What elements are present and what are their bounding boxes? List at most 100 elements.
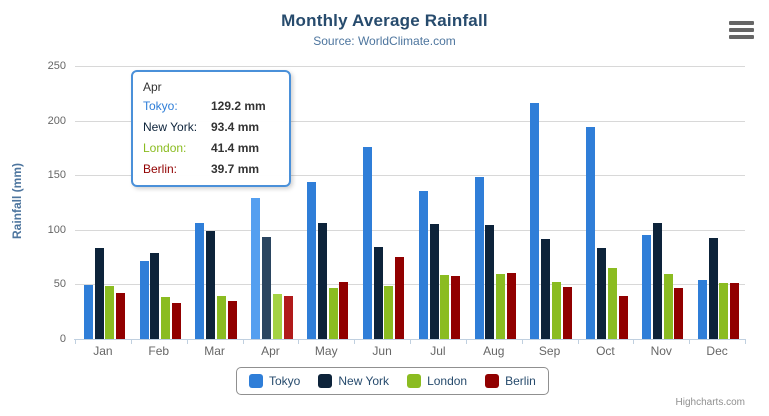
bar-tokyo-aug[interactable]: [474, 177, 484, 339]
chart-title: Monthly Average Rainfall: [281, 11, 488, 30]
x-axis-label: Sep: [538, 344, 561, 358]
bar-berlin-aug[interactable]: [506, 273, 516, 339]
x-axis-tick: [633, 340, 634, 344]
bar-tokyo-mar[interactable]: [195, 223, 205, 339]
bar-berlin-may[interactable]: [339, 282, 349, 339]
export-menu-button[interactable]: [729, 21, 754, 39]
bar-london-nov[interactable]: [663, 274, 673, 339]
bar-berlin-nov[interactable]: [674, 288, 684, 339]
y-axis-label: 150: [47, 169, 66, 182]
x-axis-tick: [578, 340, 579, 344]
x-axis-label: Apr: [261, 344, 280, 358]
x-axis-tick: [298, 340, 299, 344]
bar-tokyo-nov[interactable]: [642, 235, 652, 339]
bar-new-york-dec[interactable]: [708, 238, 718, 339]
bar-london-jan[interactable]: [105, 286, 115, 339]
bar-new-york-feb[interactable]: [150, 253, 160, 339]
bar-new-york-nov[interactable]: [652, 223, 662, 339]
legend-item-london[interactable]: London: [407, 374, 467, 388]
tooltip-series-value: 39.7 mm: [211, 162, 260, 176]
legend-item-berlin[interactable]: Berlin: [485, 374, 536, 388]
tooltip-series-value: 41.4 mm: [211, 141, 260, 155]
bar-london-oct[interactable]: [607, 268, 617, 339]
hamburger-menu-icon: [729, 35, 754, 39]
x-axis-label: Jun: [372, 344, 392, 358]
legend-swatch: [318, 374, 333, 388]
y-gridline: [75, 229, 745, 231]
y-axis-title: Rainfall (mm): [10, 162, 24, 240]
x-axis-label: Oct: [596, 344, 615, 358]
bar-new-york-mar[interactable]: [206, 231, 216, 339]
bar-london-may[interactable]: [328, 288, 338, 339]
bar-new-york-jan[interactable]: [94, 248, 104, 339]
legend-item-tokyo[interactable]: Tokyo: [249, 374, 300, 388]
bar-tokyo-dec[interactable]: [697, 280, 707, 339]
highcharts-credits-link[interactable]: Highcharts.com: [675, 397, 745, 408]
tooltip-series-label: London:: [143, 141, 187, 155]
legend-swatch: [249, 374, 263, 388]
y-axis-label: 200: [47, 114, 66, 127]
x-axis-tick: [243, 340, 244, 344]
tooltip-series-label: Berlin:: [143, 162, 178, 176]
x-axis-label: Nov: [650, 344, 672, 358]
x-axis-tick: [466, 340, 467, 344]
y-axis-label: 100: [47, 223, 66, 236]
x-axis-tick: [745, 340, 746, 344]
bar-london-sep[interactable]: [551, 282, 561, 339]
x-axis-label: Jul: [430, 344, 446, 358]
y-axis-label: 0: [59, 333, 66, 345]
bar-new-york-sep[interactable]: [541, 239, 551, 339]
bar-london-aug[interactable]: [496, 274, 506, 339]
bar-new-york-aug[interactable]: [485, 225, 495, 339]
bar-london-mar[interactable]: [216, 296, 226, 339]
bar-london-apr[interactable]: [272, 294, 282, 339]
bar-new-york-may[interactable]: [317, 223, 327, 339]
bar-tokyo-sep[interactable]: [530, 103, 540, 339]
legend-label: Tokyo: [269, 374, 301, 388]
bar-tokyo-apr[interactable]: [251, 198, 261, 339]
bar-tokyo-oct[interactable]: [586, 127, 596, 339]
tooltip-header: Apr: [143, 80, 162, 94]
legend-label: London: [427, 374, 468, 388]
bar-new-york-apr[interactable]: [262, 237, 272, 339]
bar-new-york-jun[interactable]: [373, 247, 383, 339]
y-gridline: [75, 120, 745, 122]
bar-new-york-jul[interactable]: [429, 224, 439, 339]
bar-tokyo-feb[interactable]: [139, 261, 149, 339]
bar-tokyo-may[interactable]: [307, 182, 317, 339]
x-axis-label: May: [314, 344, 338, 358]
bar-berlin-mar[interactable]: [227, 301, 237, 339]
bar-berlin-jan[interactable]: [116, 293, 126, 339]
x-axis-tick: [689, 340, 690, 344]
y-gridline: [75, 175, 745, 177]
legend: Tokyo New York London Berlin: [236, 367, 549, 395]
bar-tokyo-jan[interactable]: [83, 285, 93, 339]
bar-berlin-apr[interactable]: [283, 296, 293, 339]
y-gridline: [75, 284, 745, 286]
bar-berlin-oct[interactable]: [618, 296, 628, 339]
bar-berlin-dec[interactable]: [730, 283, 740, 339]
bar-london-dec[interactable]: [719, 283, 729, 339]
bar-london-jun[interactable]: [384, 286, 394, 339]
x-axis-line: [74, 339, 746, 340]
bar-tokyo-jul[interactable]: [418, 191, 428, 339]
bar-berlin-feb[interactable]: [171, 303, 181, 339]
legend-item-new-york[interactable]: New York: [318, 374, 389, 388]
bar-tokyo-jun[interactable]: [362, 147, 372, 339]
chart-subtitle: Source: WorldClimate.com: [313, 34, 456, 48]
bar-london-feb[interactable]: [161, 297, 171, 339]
y-axis-label: 250: [47, 60, 66, 72]
legend-swatch: [485, 374, 500, 388]
x-axis-tick: [522, 340, 523, 344]
tooltip-series-label: New York:: [143, 120, 198, 134]
x-axis-tick: [410, 340, 411, 344]
hamburger-menu-icon: [729, 21, 754, 25]
bar-berlin-sep[interactable]: [562, 287, 572, 339]
x-axis-label: Jan: [93, 344, 113, 358]
legend-label: Berlin: [505, 374, 536, 388]
bar-london-jul[interactable]: [440, 275, 450, 339]
bar-new-york-oct[interactable]: [597, 248, 607, 339]
bar-berlin-jul[interactable]: [451, 276, 461, 339]
bar-berlin-jun[interactable]: [395, 257, 405, 339]
